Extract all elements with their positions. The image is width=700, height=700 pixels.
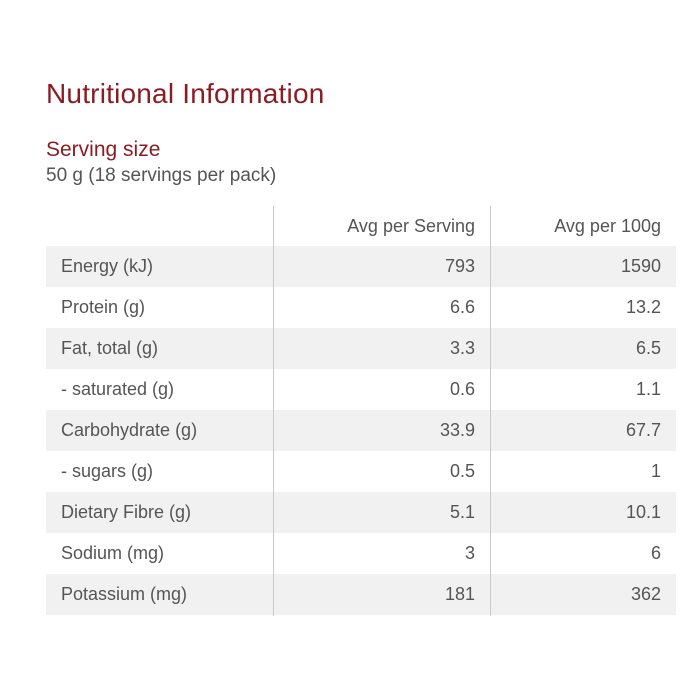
table-row: Carbohydrate (g) 33.9 67.7 — [46, 410, 676, 451]
nutrient-name: - saturated (g) — [46, 369, 273, 410]
value-per-100g: 1 — [490, 451, 676, 492]
value-per-serving: 0.5 — [273, 451, 490, 492]
value-per-100g: 6 — [490, 533, 676, 574]
value-per-100g: 1.1 — [490, 369, 676, 410]
table-row: Sodium (mg) 3 6 — [46, 533, 676, 574]
value-per-serving: 3 — [273, 533, 490, 574]
value-per-serving: 181 — [273, 574, 490, 615]
table-row: Dietary Fibre (g) 5.1 10.1 — [46, 492, 676, 533]
table-row: Energy (kJ) 793 1590 — [46, 246, 676, 287]
value-per-serving: 5.1 — [273, 492, 490, 533]
value-per-serving: 3.3 — [273, 328, 490, 369]
nutrient-name: Protein (g) — [46, 287, 273, 328]
table-row: Fat, total (g) 3.3 6.5 — [46, 328, 676, 369]
header-avg-per-100g: Avg per 100g — [554, 215, 661, 236]
nutrition-table: Avg per Serving Avg per 100g Energy (kJ)… — [46, 206, 676, 615]
column-divider — [273, 206, 274, 616]
value-per-100g: 1590 — [490, 246, 676, 287]
table-header-row: Avg per Serving Avg per 100g — [46, 206, 676, 246]
nutrient-name: - sugars (g) — [46, 451, 273, 492]
nutrient-name: Dietary Fibre (g) — [46, 492, 273, 533]
header-nutrient — [46, 206, 273, 246]
nutrient-name: Fat, total (g) — [46, 328, 273, 369]
nutrient-name: Carbohydrate (g) — [46, 410, 273, 451]
nutrient-name: Sodium (mg) — [46, 533, 273, 574]
value-per-100g: 10.1 — [490, 492, 676, 533]
page-title: Nutritional Information — [46, 78, 325, 109]
value-per-serving: 33.9 — [273, 410, 490, 451]
nutrient-name: Potassium (mg) — [46, 574, 273, 615]
value-per-serving: 6.6 — [273, 287, 490, 328]
nutrient-name: Energy (kJ) — [46, 246, 273, 287]
value-per-100g: 362 — [490, 574, 676, 615]
table-row: - sugars (g) 0.5 1 — [46, 451, 676, 492]
table-row: Potassium (mg) 181 362 — [46, 574, 676, 615]
table-row: - saturated (g) 0.6 1.1 — [46, 369, 676, 410]
column-divider — [490, 206, 491, 616]
header-avg-per-serving: Avg per Serving — [347, 215, 475, 236]
value-per-serving: 0.6 — [273, 369, 490, 410]
table-row: Protein (g) 6.6 13.2 — [46, 287, 676, 328]
value-per-100g: 13.2 — [490, 287, 676, 328]
serving-size-value: 50 g (18 servings per pack) — [46, 165, 277, 186]
value-per-serving: 793 — [273, 246, 490, 287]
value-per-100g: 6.5 — [490, 328, 676, 369]
serving-size-label: Serving size — [46, 138, 161, 161]
value-per-100g: 67.7 — [490, 410, 676, 451]
